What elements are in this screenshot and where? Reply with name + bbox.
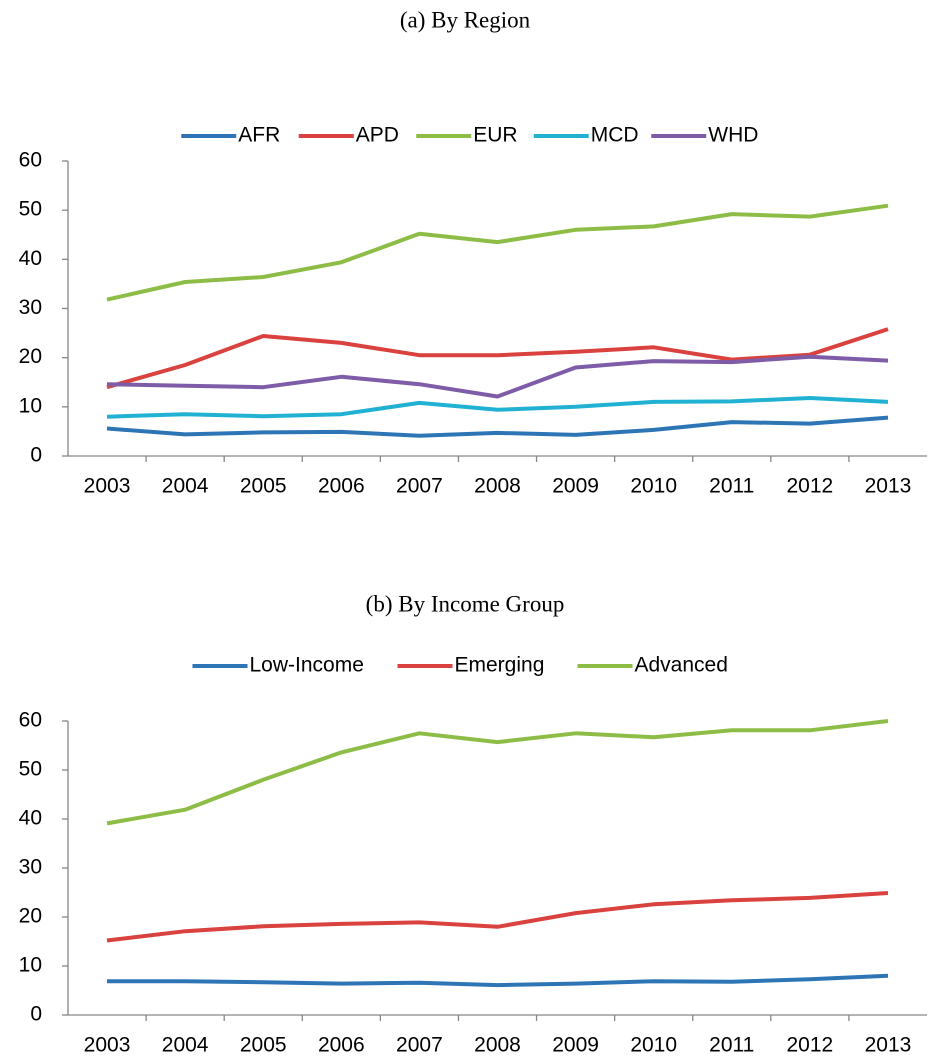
- y-tick-label: 20: [19, 905, 42, 928]
- x-tick-label: 2004: [162, 1034, 209, 1057]
- x-tick-label: 2011: [709, 475, 754, 498]
- series-line: [106, 327, 889, 390]
- x-tick-label: 2012: [787, 475, 834, 498]
- legend-label: AFR: [238, 124, 280, 147]
- x-tick-label: 2010: [630, 1034, 677, 1057]
- series-line: [106, 354, 889, 399]
- x-tick-label: 2007: [396, 475, 443, 498]
- y-tick-label: 40: [19, 247, 42, 270]
- y-tick-label: 30: [19, 856, 42, 879]
- chart-title: (b) By Income Group: [366, 591, 565, 616]
- x-tick-label: 2008: [474, 475, 521, 498]
- x-tick-label: 2010: [630, 475, 677, 498]
- y-tick-label: 50: [19, 758, 42, 781]
- y-tick-label: 20: [19, 345, 42, 368]
- legend-label: APD: [356, 124, 399, 147]
- series-line: [106, 396, 889, 419]
- x-tick-label: 2007: [396, 1034, 443, 1057]
- legend-label: WHD: [708, 124, 758, 147]
- y-tick-label: 0: [30, 1003, 42, 1026]
- x-tick-label: 2003: [84, 1034, 131, 1057]
- y-tick-label: 10: [19, 954, 42, 977]
- series-line: [106, 719, 889, 826]
- x-tick-label: 2009: [552, 475, 599, 498]
- y-tick-label: 30: [19, 296, 42, 319]
- legend-label: Emerging: [455, 654, 545, 677]
- y-tick-label: 10: [19, 394, 42, 417]
- y-tick-label: 50: [19, 198, 42, 221]
- x-tick-label: 2006: [318, 475, 365, 498]
- x-tick-label: 2004: [162, 475, 209, 498]
- y-tick-label: 0: [30, 444, 42, 467]
- y-tick-label: 40: [19, 807, 42, 830]
- series-line: [107, 973, 889, 988]
- legend-label: MCD: [591, 124, 639, 147]
- x-tick-label: 2005: [240, 1034, 287, 1057]
- x-tick-label: 2003: [84, 475, 131, 498]
- series-line: [106, 415, 889, 438]
- legend-label: Low-Income: [250, 654, 364, 677]
- series-line: [106, 203, 889, 302]
- legend-label: EUR: [473, 124, 517, 147]
- x-tick-label: 2013: [865, 1034, 912, 1057]
- y-tick-label: 60: [19, 709, 42, 732]
- x-tick-label: 2012: [787, 1034, 834, 1057]
- x-tick-label: 2013: [865, 475, 912, 498]
- chart-title: (a) By Region: [400, 7, 531, 32]
- legend-label: Advanced: [635, 654, 728, 677]
- x-tick-label: 2005: [240, 475, 287, 498]
- y-tick-label: 60: [19, 149, 42, 172]
- series-line: [106, 891, 889, 943]
- x-tick-label: 2009: [552, 1034, 599, 1057]
- x-tick-label: 2008: [474, 1034, 521, 1057]
- x-tick-label: 2006: [318, 1034, 365, 1057]
- x-tick-label: 2011: [709, 1034, 754, 1057]
